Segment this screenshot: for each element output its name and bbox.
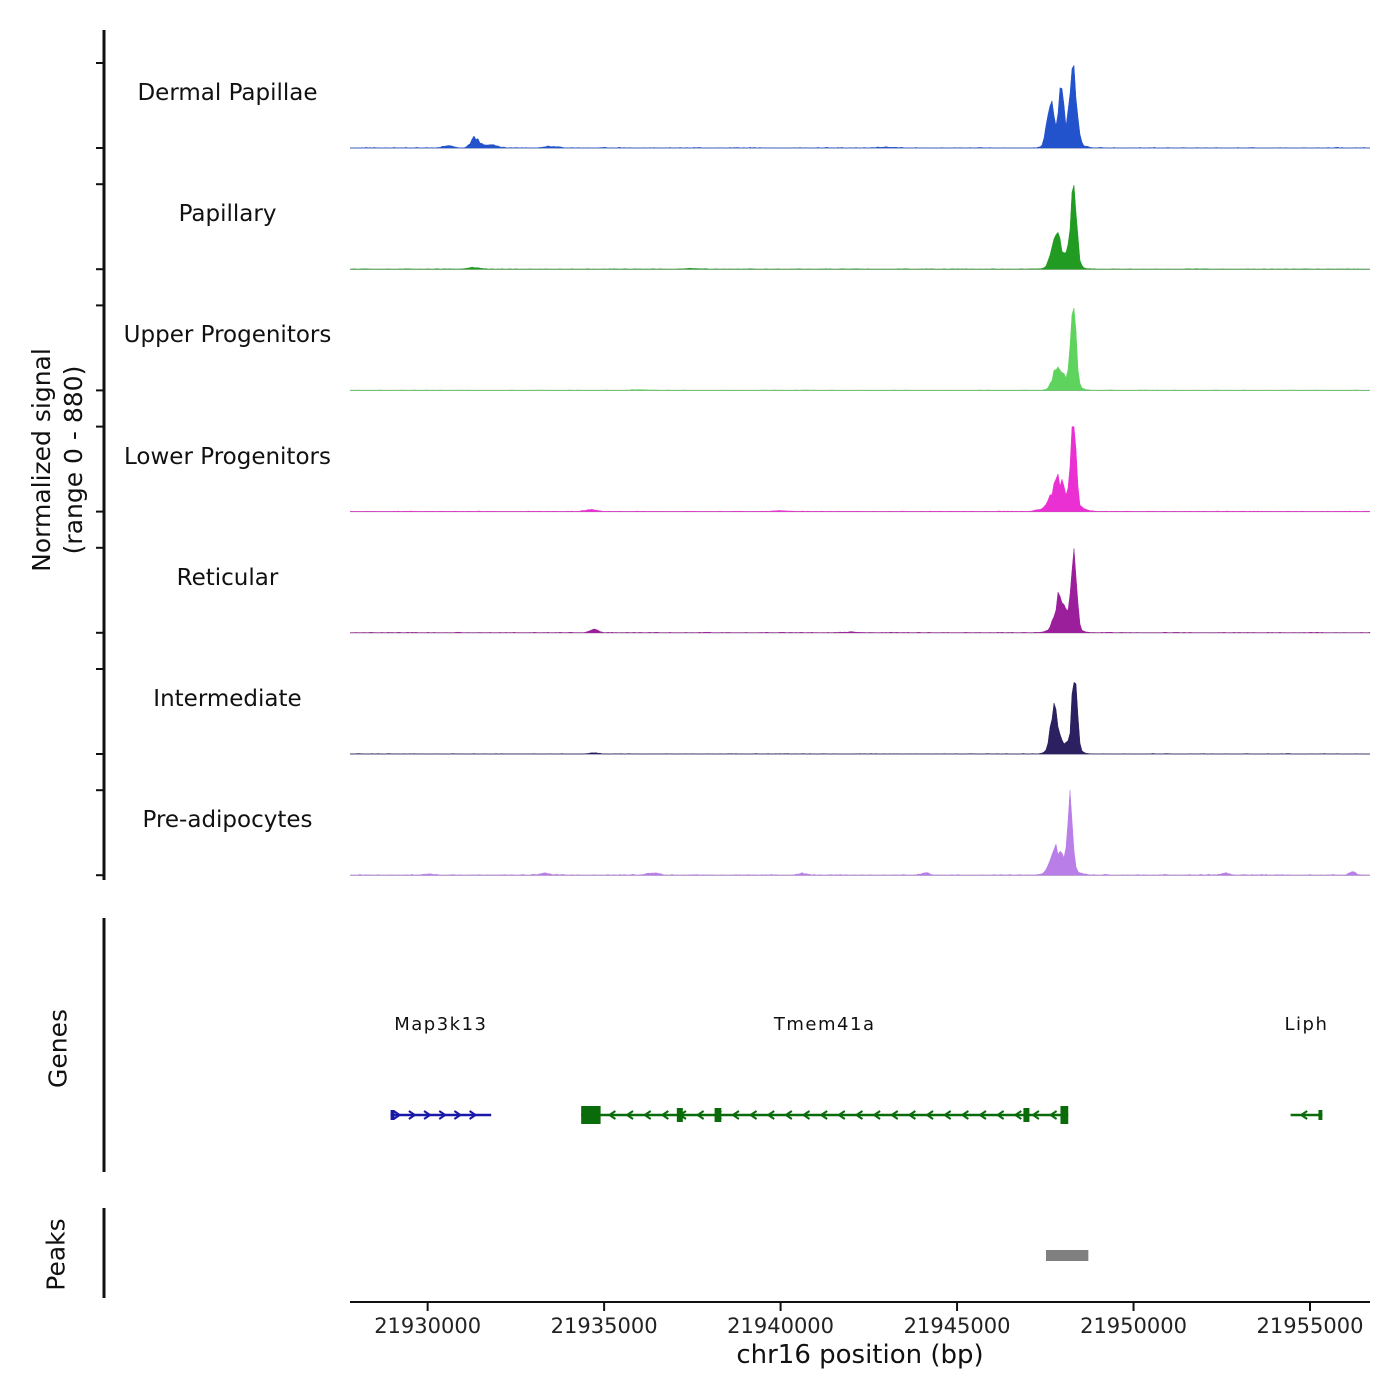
gene-model-tmem41a: Tmem41a: [581, 1014, 1069, 1124]
gene-strand-arrow-icon: [872, 1110, 881, 1120]
gene-strand-arrow-icon: [423, 1110, 432, 1120]
genes-section-label: Genes: [43, 1009, 73, 1089]
gene-strand-arrow-icon: [837, 1110, 846, 1120]
y-axis-label-line2: (range 0 - 880): [59, 365, 88, 555]
gene-strand-arrow-icon: [589, 1110, 599, 1120]
track-label-4: Reticular: [176, 564, 279, 591]
gene-strand-arrow-icon: [942, 1110, 952, 1120]
gene-strand-arrow-icon: [408, 1110, 417, 1120]
gene-strand-arrow-icon: [660, 1110, 669, 1120]
gene-exon: [390, 1110, 395, 1120]
signal-track-6: [96, 789, 1371, 877]
gene-exon: [714, 1108, 722, 1122]
signal-track-4: [96, 546, 1371, 634]
signal-area-0: [349, 64, 1370, 149]
x-tick-label-5: 21955000: [1257, 1314, 1364, 1338]
x-tick-label-1: 21935000: [551, 1314, 658, 1338]
peak-region-0: [1046, 1250, 1089, 1261]
signal-area-4: [350, 548, 1371, 634]
track-label-5: Intermediate: [153, 686, 302, 712]
track-label-2: Upper Progenitors: [123, 322, 332, 349]
gene-strand-arrow-icon: [625, 1110, 634, 1120]
x-tick-label-0: 21930000: [374, 1314, 481, 1338]
signal-area-3: [350, 426, 1371, 512]
gene-strand-arrow-icon: [978, 1110, 987, 1120]
gene-strand-arrow-icon: [889, 1110, 899, 1120]
gene-exon: [1318, 1110, 1323, 1120]
gene-strand-arrow-icon: [1013, 1110, 1022, 1120]
gene-model-map3k13: Map3k13: [390, 1014, 492, 1120]
gene-strand-arrow-icon: [748, 1110, 758, 1120]
signal-area-5: [349, 681, 1370, 755]
gene-strand-arrow-icon: [801, 1110, 811, 1120]
signal-area-2: [349, 308, 1370, 391]
gene-name-tmem41a: Tmem41a: [773, 1014, 876, 1035]
gene-strand-arrow-icon: [695, 1110, 705, 1120]
signal-area-6: [350, 790, 1371, 876]
x-tick-label-3: 21945000: [904, 1314, 1011, 1338]
gene-exon: [1060, 1106, 1069, 1124]
track-label-3: Lower Progenitors: [124, 443, 331, 470]
signal-track-5: [96, 668, 1370, 755]
gene-strand-arrow-icon: [784, 1110, 793, 1120]
y-axis-label: Normalized signal (range 0 - 880): [26, 200, 90, 720]
gene-strand-arrow-icon: [469, 1110, 478, 1120]
gene-strand-arrow-icon: [607, 1110, 616, 1120]
gene-strand-arrow-icon: [907, 1110, 916, 1120]
gene-strand-arrow-icon: [438, 1110, 448, 1120]
gene-name-liph: Liph: [1285, 1014, 1329, 1035]
gene-strand-arrow-icon: [1299, 1110, 1308, 1120]
x-tick-label-2: 21940000: [727, 1314, 834, 1338]
gene-strand-arrow-icon: [854, 1110, 864, 1120]
gene-strand-arrow-icon: [819, 1110, 828, 1120]
gene-strand-arrow-icon: [1031, 1110, 1040, 1120]
gene-strand-arrow-icon: [995, 1110, 1005, 1120]
gene-strand-arrow-icon: [1048, 1110, 1058, 1120]
signal-track-0: [96, 62, 1370, 149]
gene-strand-arrow-icon: [642, 1110, 652, 1120]
gene-name-map3k13: Map3k13: [394, 1014, 487, 1035]
y-axis-label-line1: Normalized signal: [27, 348, 56, 572]
signal-area-1: [350, 184, 1370, 270]
gene-strand-arrow-icon: [925, 1110, 934, 1120]
track-label-1: Papillary: [178, 201, 277, 228]
gene-strand-arrow-icon: [453, 1110, 463, 1120]
track-label-6: Pre-adipocytes: [142, 807, 313, 834]
signal-track-1: [96, 183, 1370, 271]
gene-strand-arrow-icon: [766, 1110, 775, 1120]
gene-strand-arrow-icon: [678, 1110, 687, 1120]
gene-strand-arrow-icon: [731, 1110, 740, 1120]
x-tick-label-4: 21950000: [1080, 1314, 1187, 1338]
gene-strand-arrow-icon: [393, 1110, 402, 1120]
signal-track-2: [96, 304, 1370, 392]
signal-track-3: [96, 425, 1371, 513]
track-label-0: Dermal Papillae: [137, 80, 318, 106]
gene-model-liph: Liph: [1285, 1014, 1329, 1120]
x-axis-title: chr16 position (bp): [736, 1340, 984, 1370]
peaks-section-label: Peaks: [41, 1218, 71, 1291]
gene-strand-arrow-icon: [960, 1110, 969, 1120]
gene-strand-arrow-icon: [713, 1110, 722, 1120]
gene-exon: [1023, 1108, 1030, 1122]
